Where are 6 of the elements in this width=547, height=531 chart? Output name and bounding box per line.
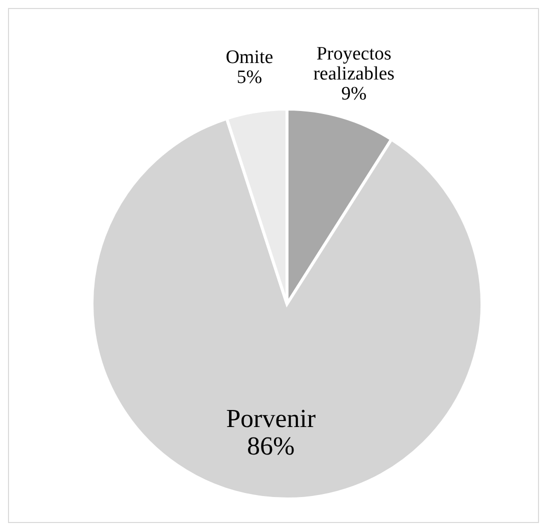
slice-label: Omite	[226, 46, 274, 68]
data-label: 5%	[236, 66, 262, 88]
data-label: 9%	[341, 82, 367, 104]
data-label: 86%	[247, 430, 295, 460]
slice-label: Porvenir	[226, 404, 316, 433]
slice-label: Proyectos realizables	[313, 43, 395, 84]
